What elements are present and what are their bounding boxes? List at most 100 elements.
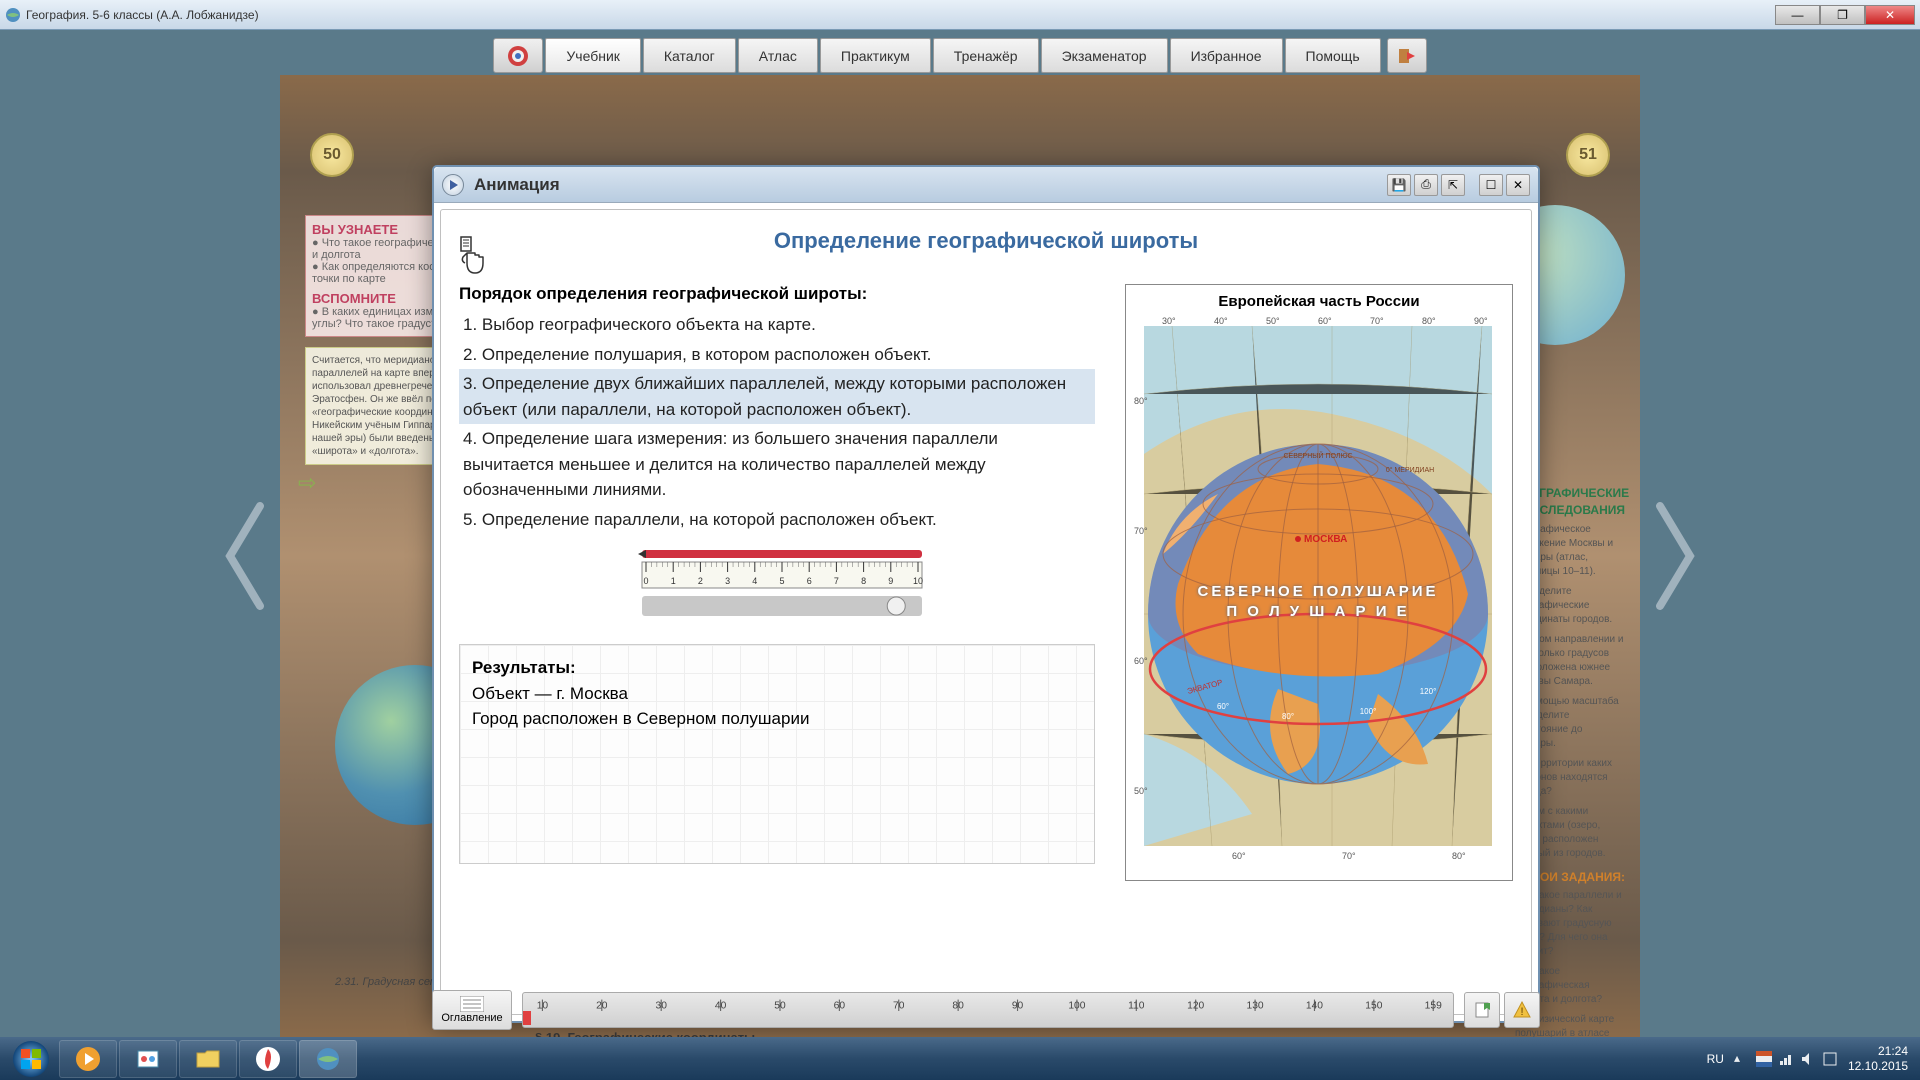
tab-practicum[interactable]: Практикум xyxy=(820,38,931,73)
svg-text:150: 150 xyxy=(1365,1000,1382,1011)
exit-button[interactable] xyxy=(1387,38,1427,73)
inline-arrow-icon: ⇨ xyxy=(298,470,316,496)
modal-close-icon[interactable]: ✕ xyxy=(1506,174,1530,196)
taskbar-clock[interactable]: 21:24 12.10.2015 xyxy=(1848,1044,1908,1073)
animation-modal: Анимация 💾 ⎙ ⇱ ☐ ✕ Определение географич… xyxy=(432,165,1540,1023)
tray-volume-icon[interactable] xyxy=(1800,1051,1816,1067)
svg-text:110: 110 xyxy=(1128,1000,1145,1011)
tab-help[interactable]: Помощь xyxy=(1285,38,1381,73)
prev-page-arrow[interactable] xyxy=(220,496,270,616)
page-number-right: 51 xyxy=(1566,133,1610,177)
taskbar-explorer-icon[interactable] xyxy=(179,1040,237,1078)
language-indicator[interactable]: RU xyxy=(1707,1052,1724,1066)
svg-text:9: 9 xyxy=(888,576,893,586)
svg-text:120°: 120° xyxy=(1420,687,1437,696)
timeline-marker[interactable] xyxy=(523,1011,531,1025)
tab-atlas[interactable]: Атлас xyxy=(738,38,818,73)
tray-up-icon[interactable]: ▴ xyxy=(1734,1051,1750,1067)
svg-text:10: 10 xyxy=(537,1000,549,1011)
tab-textbook[interactable]: Учебник xyxy=(545,38,641,73)
svg-text:70°: 70° xyxy=(1134,526,1148,536)
svg-text:СЕВЕРНОЕ ПОЛУШАРИЕ: СЕВЕРНОЕ ПОЛУШАРИЕ xyxy=(1198,583,1439,600)
svg-text:0: 0 xyxy=(643,576,648,586)
svg-text:130: 130 xyxy=(1247,1000,1264,1011)
svg-text:80°: 80° xyxy=(1282,712,1294,721)
start-button[interactable] xyxy=(4,1039,58,1079)
window-close-button[interactable]: ✕ xyxy=(1865,5,1915,25)
svg-text:МОСКВА: МОСКВА xyxy=(1304,534,1347,545)
tab-favorites[interactable]: Избранное xyxy=(1170,38,1283,73)
svg-text:0° МЕРИДИАН: 0° МЕРИДИАН xyxy=(1386,466,1434,474)
step-5: 5. Определение параллели, на которой рас… xyxy=(459,505,1095,535)
system-tray: RU ▴ 21:24 12.10.2015 xyxy=(1707,1044,1916,1073)
svg-text:140: 140 xyxy=(1306,1000,1323,1011)
modal-save-icon[interactable]: 💾 xyxy=(1387,174,1411,196)
main-toolbar: Учебник Каталог Атлас Практикум Тренажёр… xyxy=(493,38,1426,73)
app-icon xyxy=(5,7,21,23)
svg-text:80°: 80° xyxy=(1452,851,1466,861)
steps-heading: Порядок определения географической широт… xyxy=(459,284,1095,304)
chapter-label: § 19. Географические координаты xyxy=(535,1030,755,1038)
tab-examiner[interactable]: Экзаменатор xyxy=(1041,38,1168,73)
tray-network-icon[interactable] xyxy=(1778,1051,1794,1067)
svg-text:80°: 80° xyxy=(1134,396,1148,406)
result-line-2: Город расположен в Северном полушарии xyxy=(472,706,1082,732)
windows-taskbar: RU ▴ 21:24 12.10.2015 xyxy=(0,1037,1920,1080)
app-logo-button[interactable] xyxy=(493,38,543,73)
svg-text:60°: 60° xyxy=(1318,316,1332,326)
svg-text:70: 70 xyxy=(893,1000,905,1011)
modal-maximize-icon[interactable]: ☐ xyxy=(1479,174,1503,196)
warning-button[interactable]: ! xyxy=(1504,992,1540,1028)
svg-text:!: ! xyxy=(1520,1006,1523,1018)
svg-text:40: 40 xyxy=(715,1000,727,1011)
modal-titlebar[interactable]: Анимация 💾 ⎙ ⇱ ☐ ✕ xyxy=(434,167,1538,203)
svg-text:10: 10 xyxy=(913,576,923,586)
content-heading: Определение географической широты xyxy=(459,228,1513,254)
svg-text:100: 100 xyxy=(1068,1000,1085,1011)
window-title: География. 5-6 классы (А.А. Лобжанидзе) xyxy=(26,8,1775,22)
svg-text:50: 50 xyxy=(774,1000,786,1011)
taskbar-app-icon[interactable] xyxy=(299,1040,357,1078)
book-spread: 50 51 ВЫ УЗНАЕТЕ ● Что такое географичес… xyxy=(280,75,1640,1037)
tray-flag-icon[interactable] xyxy=(1756,1051,1772,1067)
svg-text:30°: 30° xyxy=(1162,316,1176,326)
svg-text:1: 1 xyxy=(671,576,676,586)
taskbar-browser-icon[interactable] xyxy=(239,1040,297,1078)
next-page-arrow[interactable] xyxy=(1650,496,1700,616)
svg-text:2: 2 xyxy=(698,576,703,586)
play-icon[interactable] xyxy=(442,174,464,196)
tray-action-icon[interactable] xyxy=(1822,1051,1838,1067)
svg-text:120: 120 xyxy=(1187,1000,1204,1011)
svg-text:4: 4 xyxy=(752,576,757,586)
maximize-button[interactable]: ❐ xyxy=(1820,5,1865,25)
minimize-button[interactable]: — xyxy=(1775,5,1820,25)
svg-text:159: 159 xyxy=(1425,1000,1442,1011)
svg-text:60°: 60° xyxy=(1232,851,1246,861)
svg-text:40°: 40° xyxy=(1214,316,1228,326)
svg-text:30: 30 xyxy=(655,1000,667,1011)
tab-catalog[interactable]: Каталог xyxy=(643,38,736,73)
svg-text:20: 20 xyxy=(596,1000,608,1011)
svg-text:П О Л У Ш А Р И Е: П О Л У Ш А Р И Е xyxy=(1226,603,1409,620)
svg-text:60°: 60° xyxy=(1134,656,1148,666)
results-heading: Результаты: xyxy=(472,655,1082,681)
step-4: 4. Определение шага измерения: из больше… xyxy=(459,424,1095,505)
step-1: 1. Выбор географического объекта на карт… xyxy=(459,310,1095,340)
svg-text:5: 5 xyxy=(779,576,784,586)
page-timeline[interactable]: 102030405060708090100110120130140150159 … xyxy=(522,992,1454,1028)
result-line-1: Объект — г. Москва xyxy=(472,681,1082,707)
bookmark-button[interactable] xyxy=(1464,992,1500,1028)
svg-text:50°: 50° xyxy=(1266,316,1280,326)
window-titlebar: География. 5-6 классы (А.А. Лобжанидзе) … xyxy=(0,0,1920,30)
step-3: 3. Определение двух ближайших параллелей… xyxy=(459,369,1095,424)
svg-text:СЕВЕРНЫЙ ПОЛЮС: СЕВЕРНЫЙ ПОЛЮС xyxy=(1284,451,1353,460)
toc-button[interactable]: Оглавление xyxy=(432,990,512,1030)
svg-text:60°: 60° xyxy=(1217,702,1229,711)
modal-print-icon[interactable]: ⎙ xyxy=(1414,174,1438,196)
taskbar-mediaplayer-icon[interactable] xyxy=(59,1040,117,1078)
modal-popout-icon[interactable]: ⇱ xyxy=(1441,174,1465,196)
tab-trainer[interactable]: Тренажёр xyxy=(933,38,1039,73)
svg-text:50°: 50° xyxy=(1134,786,1148,796)
svg-text:60: 60 xyxy=(834,1000,846,1011)
taskbar-paint-icon[interactable] xyxy=(119,1040,177,1078)
